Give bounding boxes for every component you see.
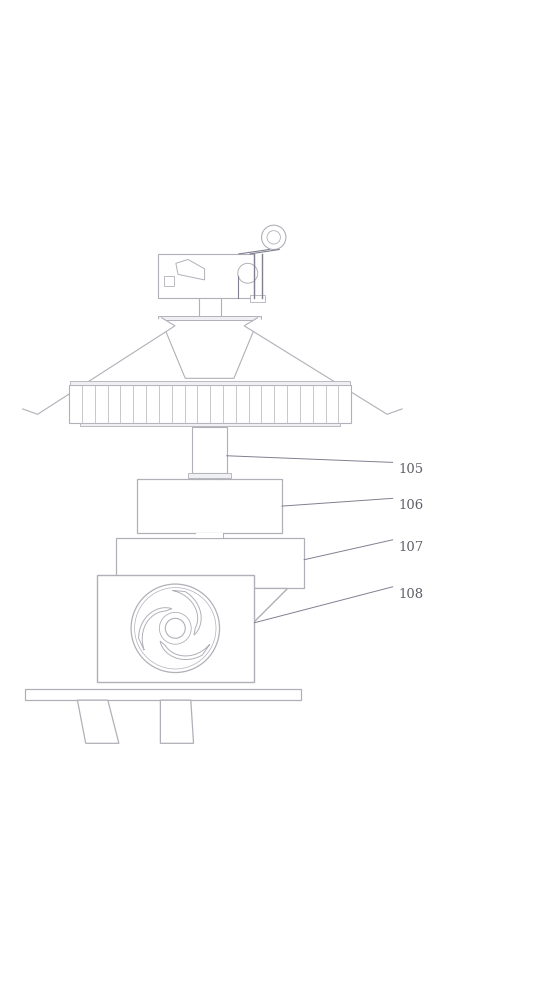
Text: 106: 106 [398, 499, 424, 512]
Polygon shape [139, 608, 172, 650]
Circle shape [267, 231, 280, 244]
Polygon shape [77, 700, 119, 743]
Text: 107: 107 [398, 541, 424, 554]
Bar [158, 316, 260, 320]
Text: 108: 108 [398, 588, 423, 601]
Bar [188, 473, 231, 478]
Bar [25, 689, 301, 700]
Circle shape [262, 225, 286, 249]
Bar [196, 533, 223, 538]
Circle shape [238, 263, 258, 283]
Bar [70, 381, 350, 385]
Bar [69, 385, 351, 423]
Bar [250, 295, 265, 302]
Circle shape [165, 618, 185, 638]
Polygon shape [160, 641, 210, 660]
Polygon shape [160, 700, 194, 743]
Bar [97, 575, 254, 682]
Polygon shape [244, 318, 403, 414]
Bar [116, 538, 304, 588]
Polygon shape [176, 259, 205, 280]
Bar [164, 276, 174, 286]
Polygon shape [22, 318, 175, 414]
Circle shape [131, 584, 220, 673]
Bar [80, 423, 340, 426]
Polygon shape [161, 320, 258, 378]
Text: 105: 105 [398, 463, 423, 476]
Polygon shape [133, 588, 288, 630]
Bar [192, 427, 227, 473]
Bar [169, 630, 252, 642]
Bar [137, 479, 282, 533]
Polygon shape [172, 590, 201, 635]
Bar [158, 254, 254, 298]
